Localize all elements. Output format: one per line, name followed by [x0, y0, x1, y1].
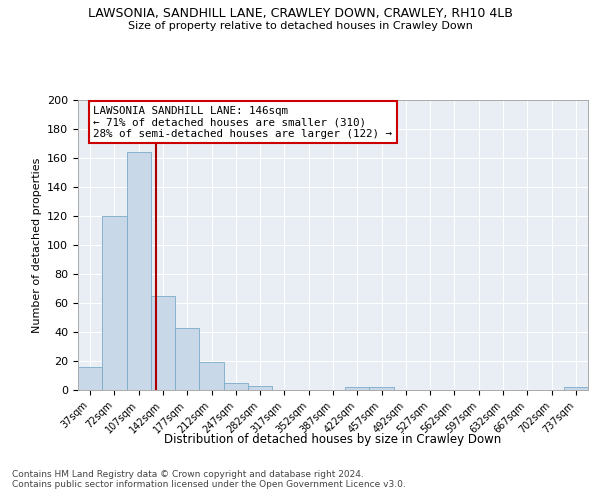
Bar — [175, 328, 199, 390]
Text: Contains HM Land Registry data © Crown copyright and database right 2024.: Contains HM Land Registry data © Crown c… — [12, 470, 364, 479]
Bar — [564, 387, 588, 390]
Bar — [224, 383, 248, 390]
Bar — [78, 367, 102, 390]
Bar — [102, 216, 127, 390]
Bar — [127, 152, 151, 390]
Bar — [248, 386, 272, 390]
Text: LAWSONIA SANDHILL LANE: 146sqm
← 71% of detached houses are smaller (310)
28% of: LAWSONIA SANDHILL LANE: 146sqm ← 71% of … — [94, 106, 392, 139]
Bar — [199, 362, 224, 390]
Text: Contains public sector information licensed under the Open Government Licence v3: Contains public sector information licen… — [12, 480, 406, 489]
Y-axis label: Number of detached properties: Number of detached properties — [32, 158, 41, 332]
Text: Distribution of detached houses by size in Crawley Down: Distribution of detached houses by size … — [164, 432, 502, 446]
Bar — [370, 387, 394, 390]
Bar — [151, 296, 175, 390]
Text: Size of property relative to detached houses in Crawley Down: Size of property relative to detached ho… — [128, 21, 472, 31]
Bar — [345, 387, 370, 390]
Text: LAWSONIA, SANDHILL LANE, CRAWLEY DOWN, CRAWLEY, RH10 4LB: LAWSONIA, SANDHILL LANE, CRAWLEY DOWN, C… — [88, 8, 512, 20]
